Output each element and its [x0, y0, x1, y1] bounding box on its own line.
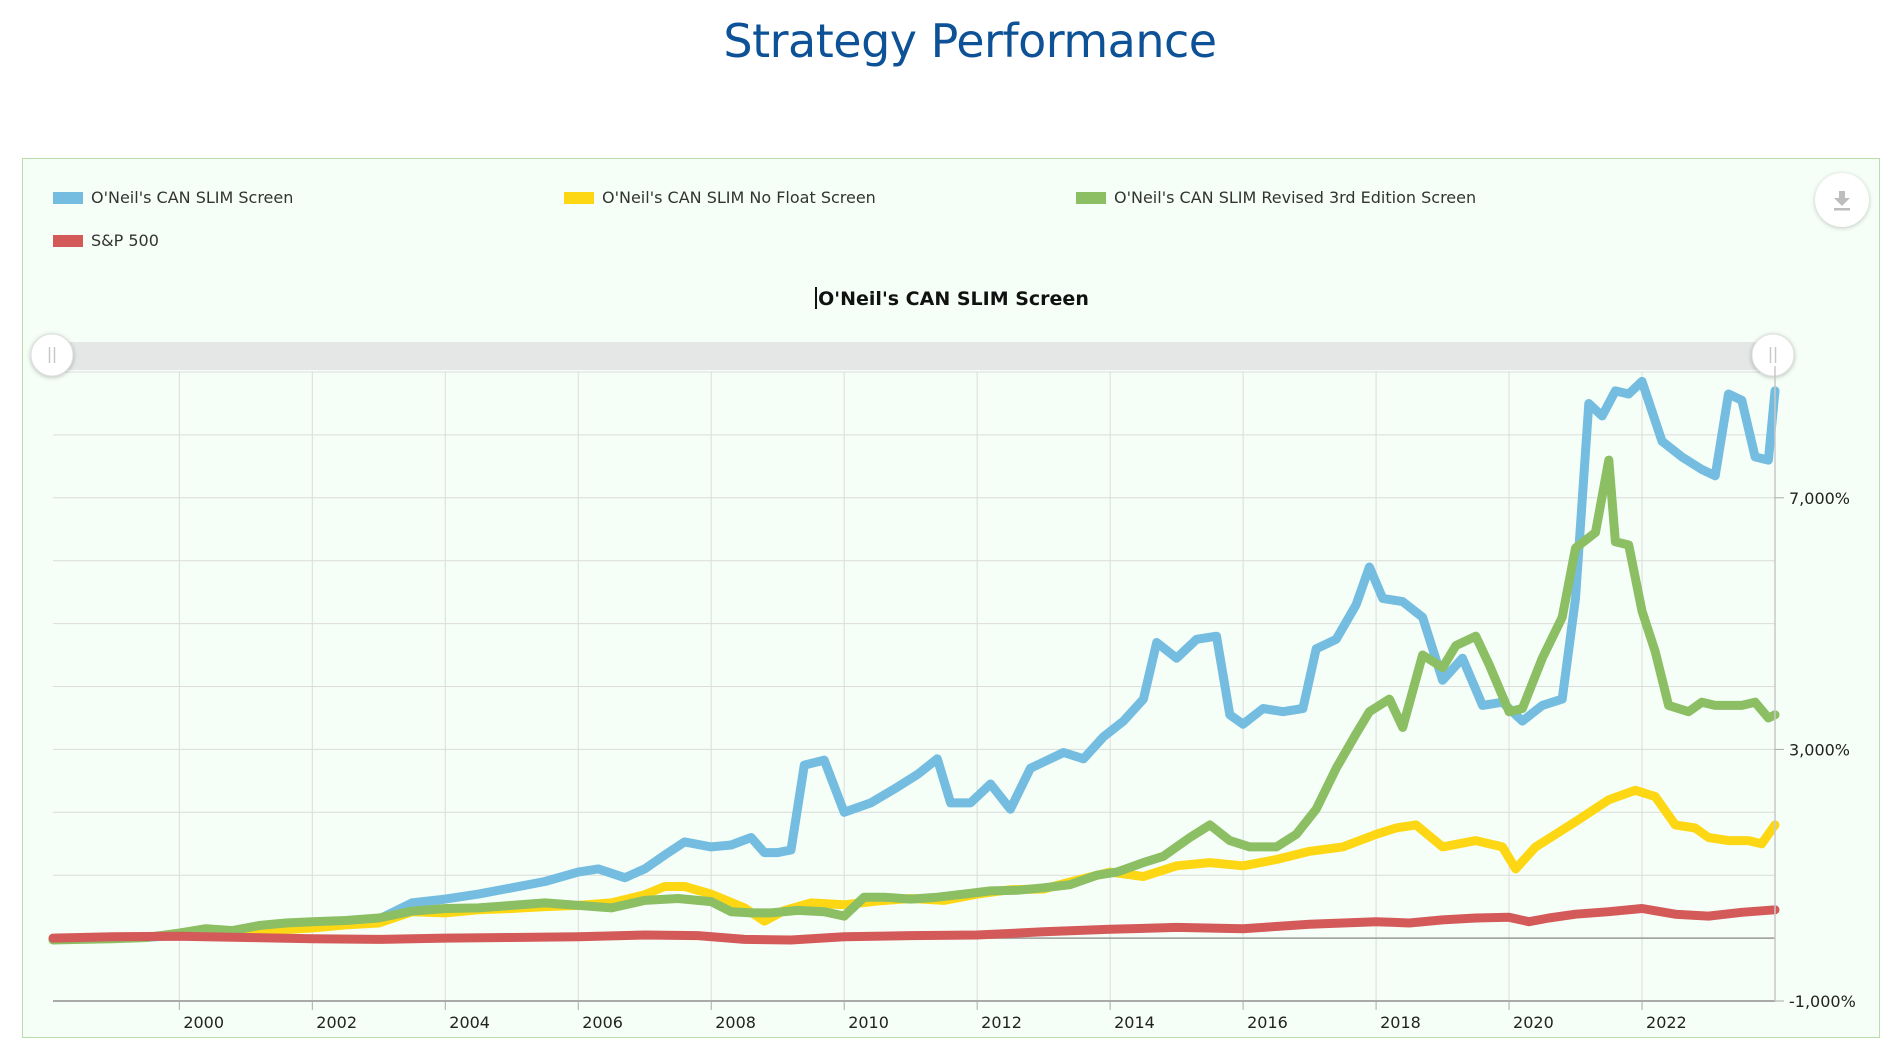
- x-tick-label: 2004: [449, 1013, 490, 1032]
- x-tick-label: 2014: [1114, 1013, 1155, 1032]
- legend-swatch: [53, 234, 83, 247]
- x-tick-label: 2016: [1247, 1013, 1288, 1032]
- series-line-0: [48, 376, 1780, 944]
- x-tick-label: 2006: [582, 1013, 623, 1032]
- legend-swatch: [1076, 191, 1106, 204]
- download-button[interactable]: [1815, 173, 1869, 227]
- grid: [53, 371, 1775, 1002]
- chart-title: O'Neil's CAN SLIM Screen: [23, 287, 1881, 310]
- series-lines: [48, 376, 1780, 945]
- range-slider-track[interactable]: [52, 342, 1774, 370]
- legend-swatch: [53, 191, 83, 204]
- y-tick-label: 3,000%: [1789, 740, 1850, 759]
- x-tick-label: 2020: [1513, 1013, 1554, 1032]
- range-slider[interactable]: [30, 333, 1795, 377]
- x-tick-label: 2000: [183, 1013, 224, 1032]
- legend-item-can-slim[interactable]: O'Neil's CAN SLIM Screen: [53, 188, 293, 207]
- legend-item-no-float[interactable]: O'Neil's CAN SLIM No Float Screen: [564, 188, 876, 207]
- chart-title-text: O'Neil's CAN SLIM Screen: [818, 288, 1089, 310]
- axes: 2000 2002 2004 2006 2008 2010 2012 2014 2016 2018…: [53, 366, 1856, 1032]
- series-line-3: [48, 904, 1780, 945]
- x-tick-label: 2018: [1380, 1013, 1421, 1032]
- x-tick-label: 2012: [981, 1013, 1022, 1032]
- x-tick-label: 2002: [316, 1013, 357, 1032]
- legend-swatch: [564, 191, 594, 204]
- x-tick-label: 2008: [715, 1013, 756, 1032]
- legend-item-revised-3rd-edition[interactable]: O'Neil's CAN SLIM Revised 3rd Edition Sc…: [1076, 188, 1476, 207]
- y-tick-label: -1,000%: [1789, 992, 1856, 1011]
- page-title: Strategy Performance: [723, 14, 1217, 68]
- range-slider-handle-right[interactable]: [1751, 333, 1795, 377]
- legend-label: O'Neil's CAN SLIM Revised 3rd Edition Sc…: [1114, 188, 1477, 207]
- x-tick-label: 2022: [1646, 1013, 1687, 1032]
- legend-label: O'Neil's CAN SLIM Screen: [91, 188, 294, 207]
- download-icon: [1834, 191, 1850, 211]
- text-cursor: [815, 287, 818, 309]
- legend-label: O'Neil's CAN SLIM No Float Screen: [602, 188, 876, 207]
- y-tick-label: 7,000%: [1789, 489, 1850, 508]
- range-slider-handle-left[interactable]: [30, 333, 74, 377]
- series-line-2: [48, 455, 1780, 945]
- chart-legend: O'Neil's CAN SLIM Screen O'Neil's CAN SL…: [23, 159, 1879, 259]
- legend-item-sp500[interactable]: S&P 500: [53, 231, 159, 250]
- legend-label: S&P 500: [91, 231, 159, 250]
- x-tick-label: 2010: [848, 1013, 889, 1032]
